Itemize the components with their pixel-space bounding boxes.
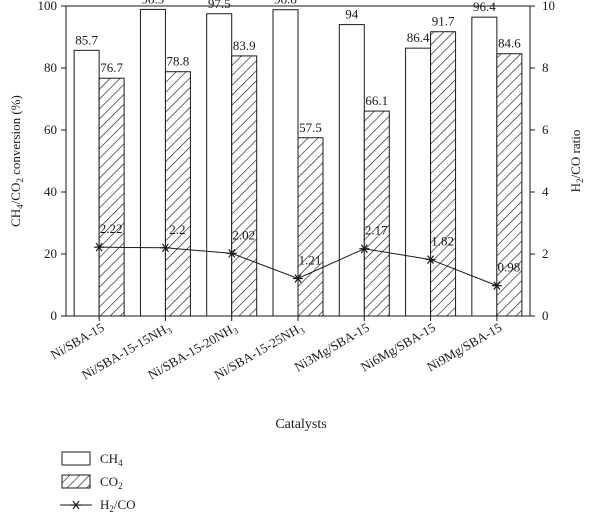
y-tick-label: 100 <box>38 0 58 13</box>
y-tick-label: 0 <box>51 308 58 323</box>
y-tick-label: 40 <box>44 184 57 199</box>
h2co-point <box>425 255 436 264</box>
subscript-text: 3 <box>231 325 240 336</box>
subscript-text: 2 <box>575 178 585 183</box>
y-tick-label: 20 <box>44 246 57 261</box>
ch4-bar <box>338 24 365 317</box>
y-tick-label: 60 <box>44 122 57 137</box>
ch4-bar <box>405 47 432 317</box>
asterisk-stroke <box>95 242 103 252</box>
co2-bar <box>496 53 523 317</box>
y2-tick-label: 6 <box>542 122 549 137</box>
h2co-value-label: 1.21 <box>299 252 322 267</box>
ch4-bar <box>73 49 100 317</box>
ch4-value-label: 94 <box>345 7 359 22</box>
co2-bar <box>164 71 191 317</box>
ch4-value-label: 98.9 <box>142 0 165 6</box>
ch4-value-label: 86.4 <box>407 30 430 45</box>
legend-h2co-label: H2/CO <box>100 497 136 514</box>
ch4-value-label: 96.4 <box>473 0 496 14</box>
ch4-value-label: 97.5 <box>208 0 231 11</box>
subscript-text: 3 <box>298 325 307 336</box>
subscript-text: 3 <box>165 325 174 336</box>
x-tick-label: Ni9Mg/SBA-15 <box>424 320 504 375</box>
ch4-value-label: 98.8 <box>274 0 297 7</box>
h2co-value-label: 0.98 <box>497 260 520 275</box>
x-tick-label: Ni/SBA-15 <box>48 320 107 363</box>
text-run: /CO <box>114 497 136 512</box>
ch4-bar <box>272 9 299 317</box>
y2-tick-label: 8 <box>542 60 549 75</box>
asterisk-stroke <box>228 249 236 258</box>
text-run: H <box>568 183 583 192</box>
ch4-value-label: 85.7 <box>75 32 98 47</box>
y-tick-label: 80 <box>44 60 57 75</box>
co2-value-label: 91.7 <box>432 14 455 29</box>
co2-value-label: 78.8 <box>167 54 190 69</box>
legend-co2-label: CO2 <box>100 474 123 491</box>
h2co-point <box>491 281 502 290</box>
ch4-bar <box>471 16 498 317</box>
co2-bar <box>98 77 125 317</box>
subscript-text: 2 <box>118 481 123 491</box>
co2-value-label: 76.7 <box>100 60 123 75</box>
co2-bar <box>231 55 258 317</box>
legend-ch4-label: CH4 <box>100 451 123 468</box>
text-run: Ni9Mg/SBA-15 <box>424 320 504 375</box>
y-axis-title: CH4/CO2 conversion (%) <box>8 95 25 227</box>
h2co-point <box>94 242 105 252</box>
asterisk-stroke <box>294 274 302 283</box>
asterisk-stroke <box>72 500 80 510</box>
ch4-bar <box>139 8 166 317</box>
subscript-text: 2 <box>15 178 25 183</box>
co2-value-label: 57.5 <box>299 120 322 135</box>
subscript-text: 4 <box>118 458 123 468</box>
text-run: CH <box>8 209 23 227</box>
h2co-point <box>226 249 237 258</box>
co2-value-label: 83.9 <box>233 38 256 53</box>
co2-value-label: 84.6 <box>498 36 521 51</box>
legend-ch4-swatch <box>61 451 91 466</box>
ch4-bar <box>206 13 233 317</box>
h2co-value-label: 2.2 <box>169 222 185 237</box>
co2-value-label: 66.1 <box>365 93 388 108</box>
asterisk-stroke <box>427 255 435 264</box>
y2-tick-label: 0 <box>542 308 549 323</box>
h2co-point <box>359 244 370 254</box>
h2co-point <box>293 274 303 283</box>
co2-bar <box>363 110 390 317</box>
h2co-point <box>160 243 171 253</box>
y2-tick-label: 2 <box>542 246 549 261</box>
text-run: CH <box>100 451 118 466</box>
h2co-value-label: 1.82 <box>431 234 454 249</box>
text-run: /CO <box>8 183 23 205</box>
y2-tick-label: 10 <box>542 0 555 13</box>
text-run: H <box>100 497 109 512</box>
legend-co2-swatch <box>61 474 91 489</box>
subscript-text: 4 <box>15 204 25 209</box>
text-run: conversion (%) <box>8 95 23 178</box>
y2-tick-label: 4 <box>542 184 549 199</box>
y2-axis-title: H2/CO ratio <box>568 130 585 193</box>
h2co-value-label: 2.17 <box>365 223 388 238</box>
h2co-value-label: 2.22 <box>100 221 123 236</box>
asterisk-stroke <box>360 244 368 254</box>
h2co-value-label: 2.02 <box>232 227 255 242</box>
text-run: /CO ratio <box>568 130 583 179</box>
text-run: CO <box>100 474 118 489</box>
asterisk-stroke <box>161 243 169 253</box>
co2-bar <box>430 31 457 317</box>
subscript-text: 2 <box>109 504 114 514</box>
legend-h2co-marker <box>71 500 81 510</box>
co2-bar <box>297 137 324 317</box>
x-axis-title: Catalysts <box>275 417 326 432</box>
text-run: Ni/SBA-15 <box>48 320 107 363</box>
asterisk-stroke <box>493 281 501 290</box>
